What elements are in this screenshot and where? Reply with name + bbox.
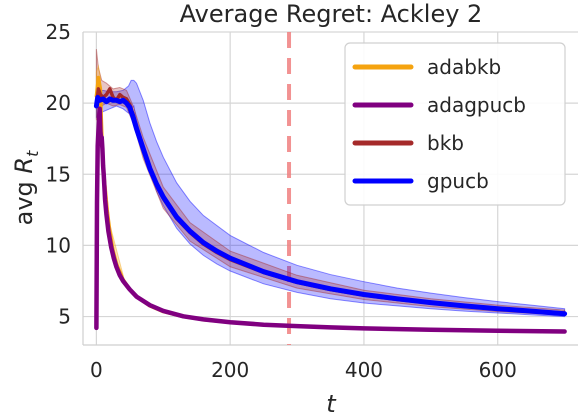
y-axis-label-sub: t [23,150,42,157]
y-tick-label: 15 [46,162,71,186]
bkb-legend-label: bkb [427,131,464,155]
x-tick-label: 400 [345,358,383,382]
y-tick-label: 20 [46,91,71,115]
gpucb-line [93,94,568,317]
legend: adabkb adagpucb bkb gpucb [344,42,566,206]
legend-box [344,42,566,206]
y-tick-label: 25 [46,20,71,44]
y-axis-label-var: R [10,157,38,174]
y-tick-label: 5 [58,305,71,329]
x-axis-label: t [326,390,337,418]
series-group [93,32,568,345]
adagpucb-legend-label: adagpucb [427,93,526,117]
y-axis-label-main: avg [10,174,38,226]
plot-area [93,32,568,345]
adabkb-legend-label: adabkb [427,55,501,79]
y-tick-label: 10 [46,233,71,257]
gpucb-legend-label: gpucb [427,169,489,193]
y-axis-label: avg Rt [10,150,42,225]
tick-labels: 0 200 400 600 5 10 15 20 25 [46,20,517,382]
x-tick-label: 200 [211,358,249,382]
x-tick-label: 0 [90,358,103,382]
x-tick-label: 600 [479,358,517,382]
adagpucb-line [94,106,567,334]
chart-title: Average Regret: Ackley 2 [180,0,483,28]
